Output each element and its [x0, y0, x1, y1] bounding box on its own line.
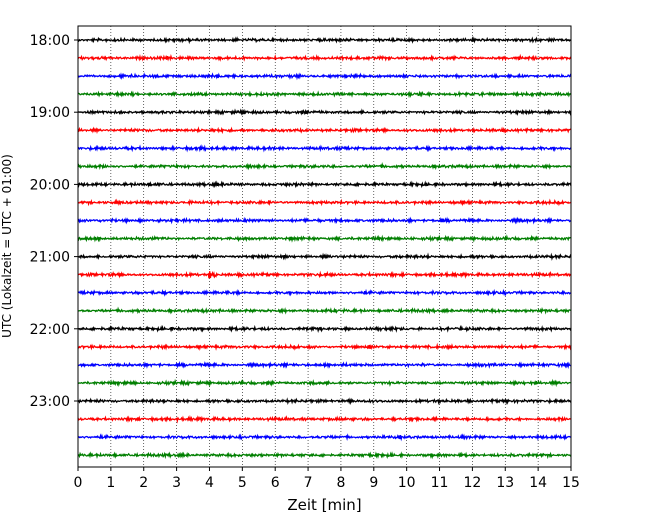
- x-axis-ticks: 0 1 2 3 4 5 6 7 8 9 10 11 12 13 14 15: [74, 467, 580, 491]
- trace-1930: [77, 144, 572, 153]
- x-tick-label: 3: [172, 475, 181, 491]
- trace-2045: [77, 234, 572, 243]
- trace-2230: [77, 360, 572, 370]
- x-tick-label: 5: [238, 475, 247, 491]
- trace-2100: [77, 252, 572, 261]
- trace-2030: [77, 216, 572, 225]
- trace-2330: [77, 433, 572, 442]
- trace-1900: [77, 108, 572, 117]
- trace-1845: [77, 90, 572, 99]
- x-tick-label: 7: [304, 475, 313, 491]
- y-tick-label: 20:00: [30, 177, 70, 193]
- trace-1915: [77, 126, 572, 135]
- y-tick-label: 21:00: [30, 250, 70, 266]
- x-tick-label: 9: [369, 475, 378, 491]
- y-tick-label: 23:00: [30, 394, 70, 410]
- trace-2115: [77, 270, 572, 279]
- y-axis-ticks: 18:00 19:00 20:00 21:00 22:00 23:00: [30, 33, 78, 410]
- x-axis-label: Zeit [min]: [287, 496, 361, 514]
- y-axis-label: UTC (Lokalzeit = UTC + 01:00): [0, 154, 14, 338]
- x-tick-label: 2: [139, 475, 148, 491]
- trace-2145: [77, 306, 572, 315]
- x-tick-label: 8: [336, 475, 345, 491]
- trace-2300: [77, 397, 572, 406]
- y-tick-label: 18:00: [30, 33, 70, 49]
- trace-2200: [77, 324, 572, 333]
- x-tick-label: 0: [74, 475, 83, 491]
- x-tick-label: 15: [562, 475, 580, 491]
- trace-2015: [77, 198, 572, 207]
- trace-1830: [77, 72, 572, 81]
- x-tick-label: 12: [463, 475, 481, 491]
- trace-2345: [77, 451, 572, 460]
- x-tick-label: 10: [398, 475, 416, 491]
- trace-2315: [77, 414, 572, 424]
- x-tick-label: 11: [431, 475, 449, 491]
- x-tick-label: 1: [106, 475, 115, 491]
- trace-1815: [77, 53, 572, 62]
- trace-1945: [77, 161, 572, 171]
- seismogram-traces: [77, 36, 572, 460]
- x-tick-label: 6: [271, 475, 280, 491]
- trace-2215: [77, 342, 572, 351]
- plot-frame: [77, 25, 572, 468]
- trace-2245: [77, 378, 572, 388]
- y-tick-label: 19:00: [30, 105, 70, 121]
- trace-2130: [77, 288, 572, 297]
- x-tick-label: 14: [529, 475, 547, 491]
- x-tick-label: 13: [496, 475, 514, 491]
- trace-2000: [77, 180, 572, 189]
- y-tick-label: 22:00: [30, 322, 70, 338]
- x-tick-label: 4: [205, 475, 214, 491]
- trace-1800: [77, 36, 572, 45]
